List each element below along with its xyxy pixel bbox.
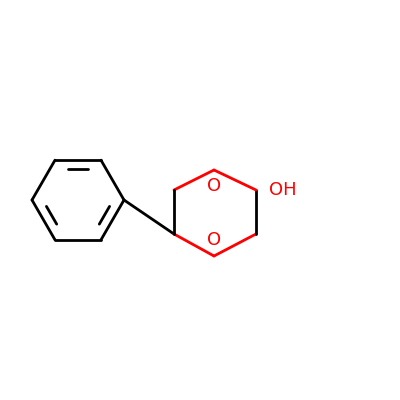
- Text: OH: OH: [269, 181, 296, 199]
- Text: O: O: [207, 231, 221, 249]
- Text: O: O: [207, 177, 221, 195]
